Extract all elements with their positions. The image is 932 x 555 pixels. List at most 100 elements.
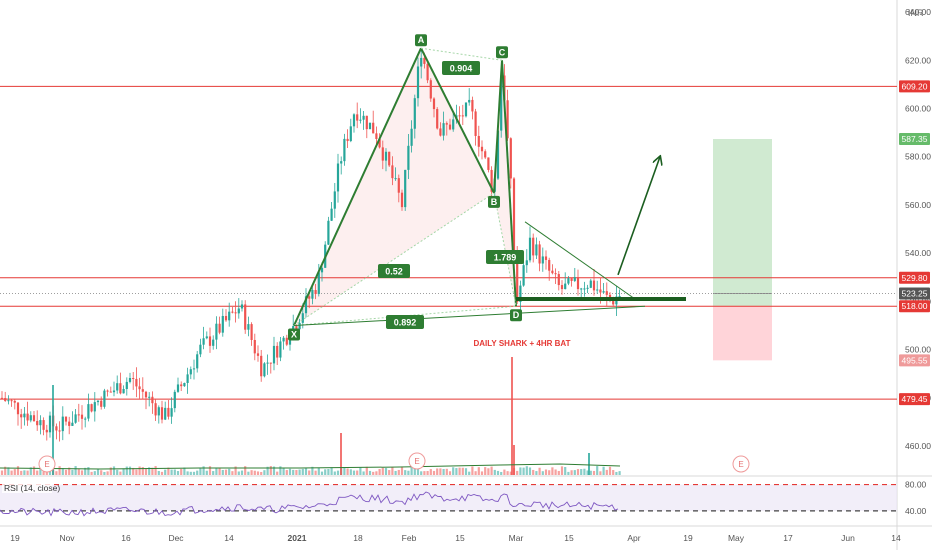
candle-body <box>605 291 608 295</box>
candle-body <box>304 296 308 314</box>
volume-bar <box>397 469 400 475</box>
candle-body <box>464 102 468 117</box>
time-tick-label: May <box>728 533 745 543</box>
volume-bar <box>464 468 468 475</box>
candle-body <box>138 386 141 390</box>
volume-bar <box>490 466 493 475</box>
candle-body <box>90 404 93 412</box>
volume-bar <box>144 468 148 475</box>
volume-bar <box>468 471 471 475</box>
volume-bar <box>151 467 154 475</box>
earnings-marker-icon <box>408 452 426 470</box>
volume-bar <box>96 469 100 475</box>
candle-body <box>365 115 368 130</box>
volume-bar <box>448 471 452 475</box>
volume-bar <box>592 470 596 475</box>
volume-bar <box>292 469 295 475</box>
volume-bar <box>349 469 352 475</box>
candle-body <box>183 382 186 387</box>
price-badge-label: 609.20 <box>902 81 928 91</box>
volume-bar <box>509 471 512 475</box>
pattern-point-label-X: X <box>291 330 297 340</box>
candle-body <box>26 413 29 421</box>
support-trendline <box>293 305 646 327</box>
volume-bar <box>189 471 192 475</box>
volume-bar <box>388 470 391 475</box>
volume-bar <box>615 471 618 475</box>
volume-bar <box>61 468 64 475</box>
volume-bar <box>410 467 413 475</box>
time-tick-label: Feb <box>402 533 417 543</box>
candle-body <box>109 391 112 393</box>
candle-body <box>45 429 48 433</box>
pattern-leg-CD <box>501 60 517 307</box>
volume-bar <box>64 469 68 475</box>
volume-bar <box>266 466 269 475</box>
volume-bar <box>356 470 359 475</box>
volume-bar <box>125 466 128 475</box>
volume-bar <box>212 471 215 475</box>
time-tick-label: 15 <box>455 533 465 543</box>
volume-bar <box>602 466 605 475</box>
candle-body <box>93 402 96 412</box>
time-tick-label: Nov <box>59 533 75 543</box>
candle-body <box>589 280 592 288</box>
candle-body <box>288 339 292 345</box>
candle-body <box>352 114 356 127</box>
volume-bar <box>525 466 528 475</box>
position-stop-zone <box>713 306 772 361</box>
volume-bar <box>269 466 272 475</box>
candle-body <box>557 274 560 286</box>
price-badge-label: 479.45 <box>902 394 928 404</box>
volume-bar <box>7 467 10 475</box>
volume-bar <box>253 470 256 475</box>
candle-body <box>436 109 439 129</box>
price-tick-label: 600.00 <box>905 104 931 114</box>
candle-body <box>100 400 103 407</box>
candle-body <box>269 362 272 364</box>
volume-bar <box>173 469 176 475</box>
candle-body <box>404 169 407 208</box>
candle-body <box>212 339 215 346</box>
candle-body <box>567 278 570 284</box>
time-tick-label: 17 <box>783 533 793 543</box>
volume-bar <box>285 470 288 475</box>
price-tick-label: 500.00 <box>905 345 931 355</box>
time-tick-label: 16 <box>121 533 131 543</box>
candle-body <box>512 178 516 258</box>
svg-text:E: E <box>738 460 743 469</box>
candle-body <box>285 337 288 345</box>
volume-bar <box>455 468 458 475</box>
volume-bar <box>128 466 132 475</box>
candle-body <box>538 244 541 264</box>
volume-bar <box>256 471 260 475</box>
volume-bar <box>135 469 138 475</box>
candle-body <box>74 414 77 423</box>
volume-bar <box>496 470 500 475</box>
earnings-marker-icon <box>732 455 750 473</box>
candle-body <box>122 389 125 394</box>
pattern-ratio-badge <box>378 264 410 278</box>
candle-body <box>266 362 269 364</box>
volume-bar <box>298 469 301 475</box>
volume-bar <box>564 467 567 475</box>
candle-body <box>167 407 170 417</box>
candle-body <box>532 237 535 256</box>
pattern-point-A <box>415 34 427 47</box>
volume-bar <box>183 467 186 475</box>
candle-body <box>346 138 349 142</box>
candle-body <box>362 115 365 120</box>
candle-body <box>333 191 336 209</box>
pattern-ratio-line-XD <box>293 305 517 327</box>
candle-body <box>276 345 279 358</box>
pattern-leg-BC <box>493 60 503 193</box>
volume-bar <box>586 470 589 475</box>
price-badge-label: 587.35 <box>902 134 928 144</box>
candle-body <box>231 311 234 313</box>
pattern-ratio-badge <box>486 250 524 264</box>
candle-body <box>77 414 80 416</box>
candle-body <box>349 126 352 142</box>
candle-body <box>423 57 426 64</box>
volume-bar <box>605 469 608 475</box>
